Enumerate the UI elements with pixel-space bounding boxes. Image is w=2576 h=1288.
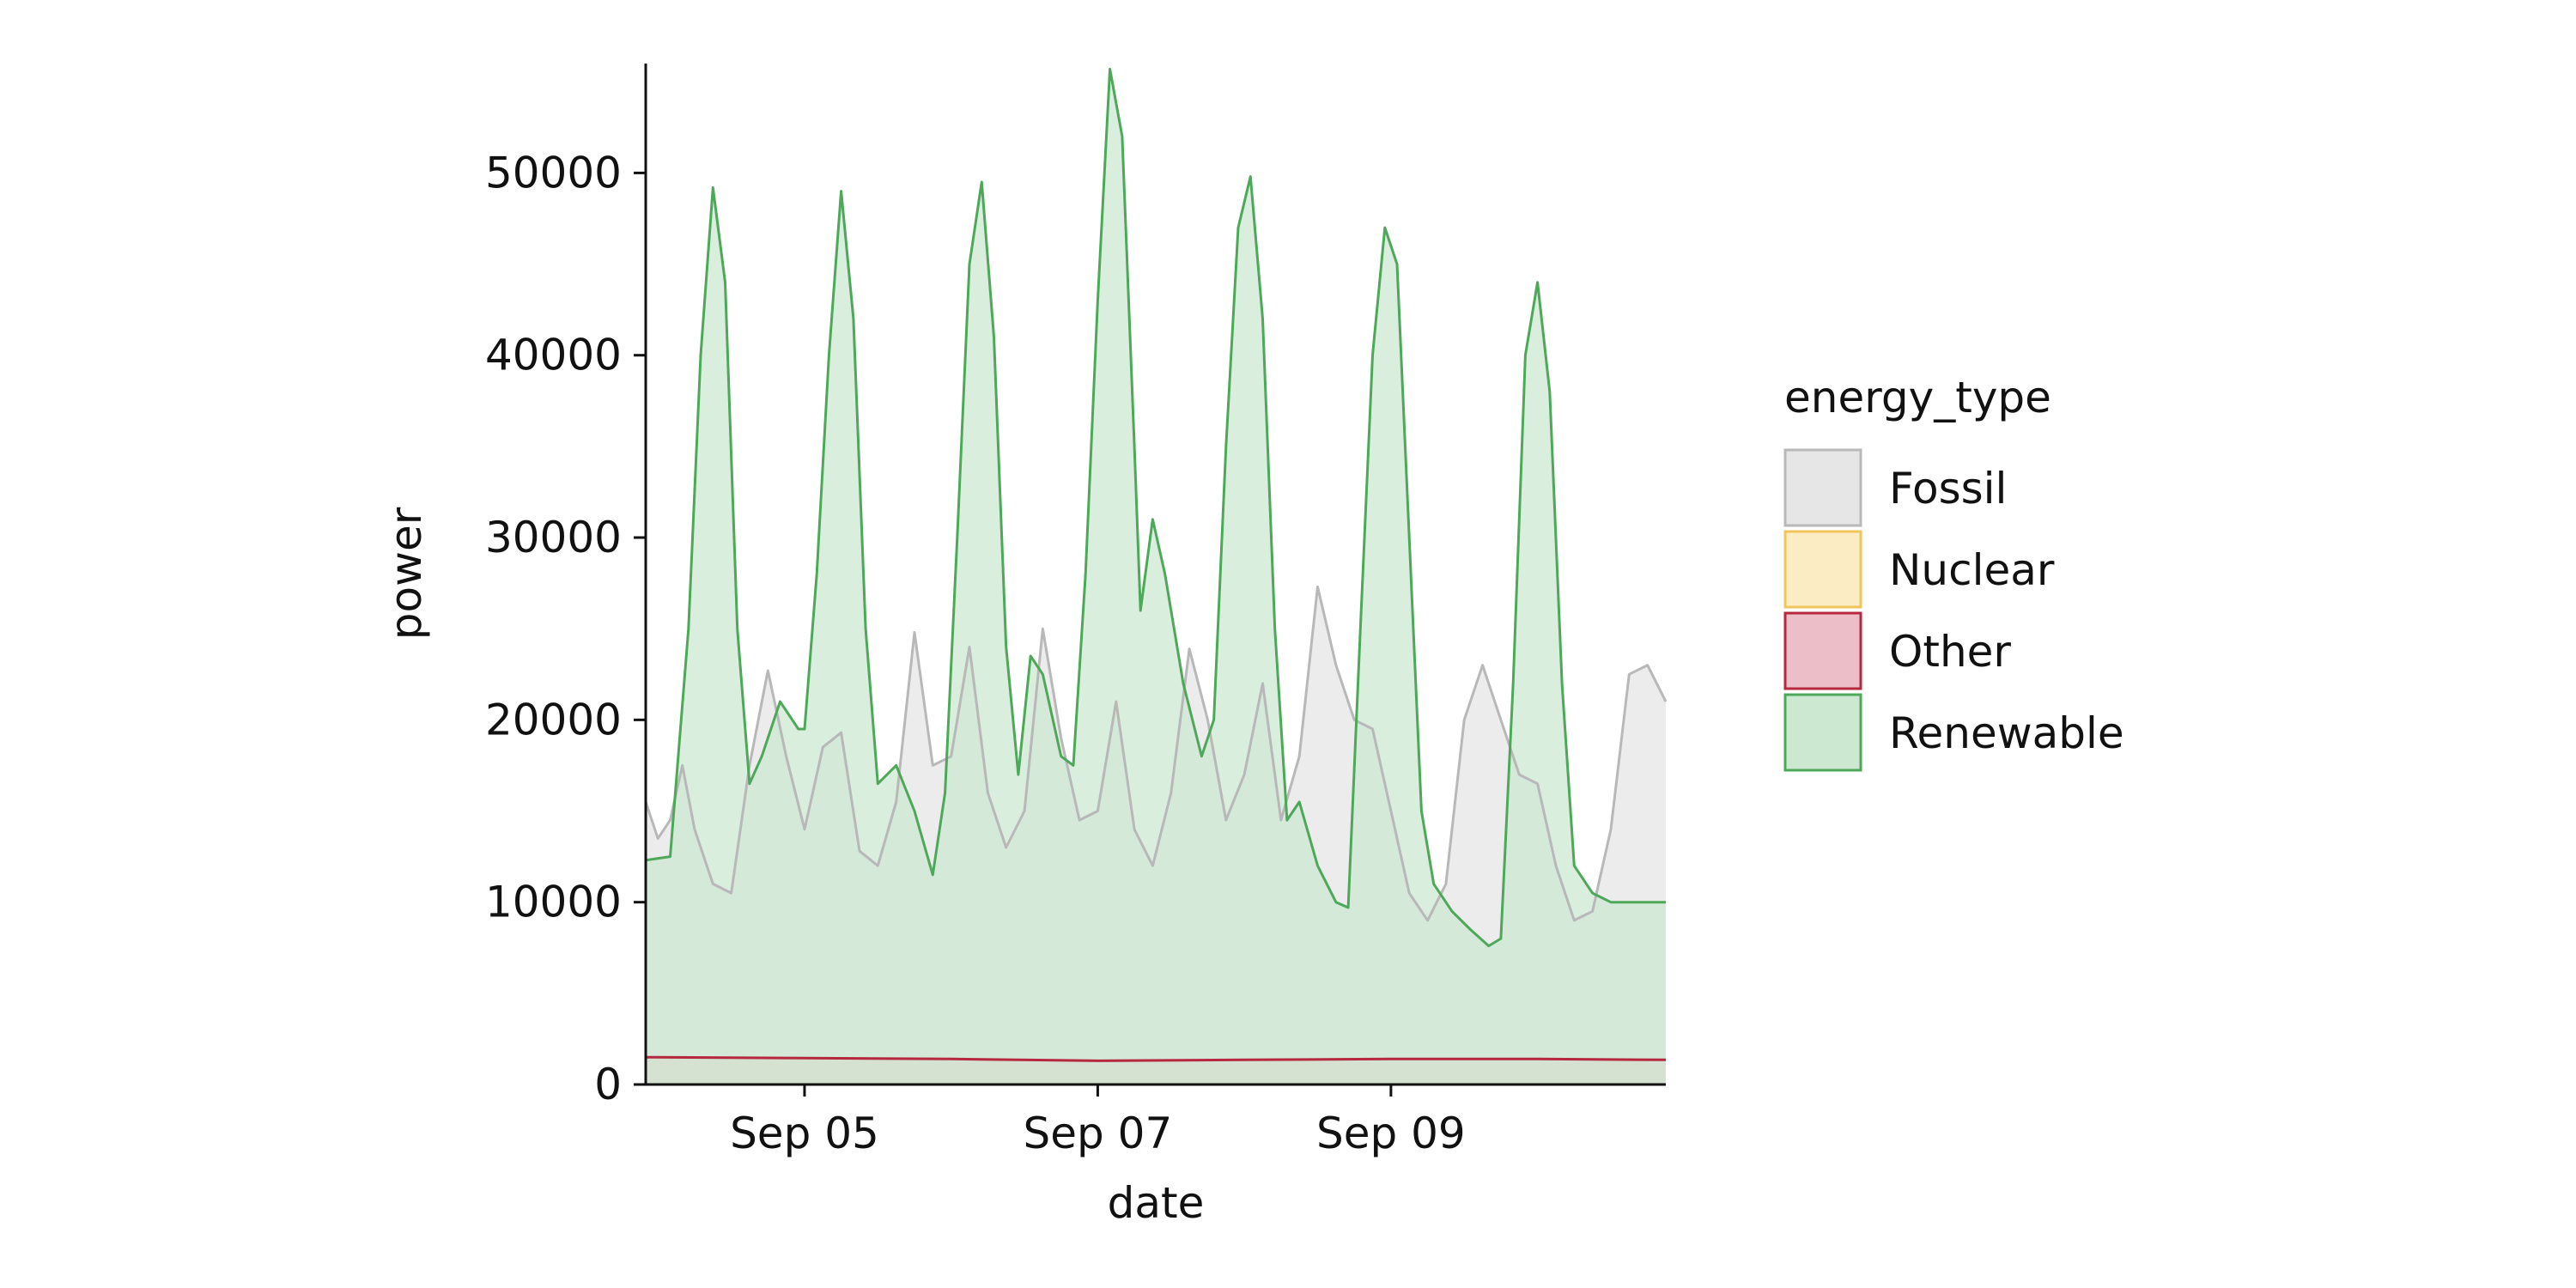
legend: energy_type Fossil Nuclear Other Renewable xyxy=(1783,373,2124,772)
x-tick-label: Sep 05 xyxy=(730,1109,879,1158)
area-renewable xyxy=(646,69,1666,1084)
legend-swatch-other xyxy=(1783,611,1862,690)
legend-title: energy_type xyxy=(1784,373,2051,422)
legend-swatch-renewable xyxy=(1783,693,1862,772)
legend-label-fossil: Fossil xyxy=(1889,464,2007,513)
legend-label-renewable: Renewable xyxy=(1889,708,2124,758)
y-ticks: 0 10000 20000 30000 40000 50000 xyxy=(485,148,646,1109)
y-tick-label: 10000 xyxy=(485,878,622,927)
y-tick-label: 30000 xyxy=(485,513,622,562)
y-tick-label: 40000 xyxy=(485,331,622,380)
line-fossil xyxy=(644,585,1668,922)
x-tick-label: Sep 09 xyxy=(1316,1109,1466,1158)
x-ticks: Sep 05 Sep 07 Sep 09 xyxy=(730,1084,1466,1158)
line-other xyxy=(645,1055,1667,1062)
series-areas xyxy=(646,69,1666,1084)
y-tick-label: 20000 xyxy=(485,695,622,744)
legend-swatch-fossil xyxy=(1783,448,1862,527)
legend-swatch-nuclear xyxy=(1783,530,1862,609)
legend-label-other: Other xyxy=(1889,627,2011,677)
x-tick-label: Sep 07 xyxy=(1024,1109,1173,1158)
legend-items: Fossil Nuclear Other Renewable xyxy=(1783,448,2124,772)
legend-label-nuclear: Nuclear xyxy=(1889,545,2055,595)
y-axis-label: power xyxy=(381,507,431,640)
y-tick-label: 0 xyxy=(594,1060,622,1109)
x-axis-label: date xyxy=(1108,1178,1205,1228)
line-renewable xyxy=(645,67,1666,948)
y-tick-label: 50000 xyxy=(485,148,622,197)
